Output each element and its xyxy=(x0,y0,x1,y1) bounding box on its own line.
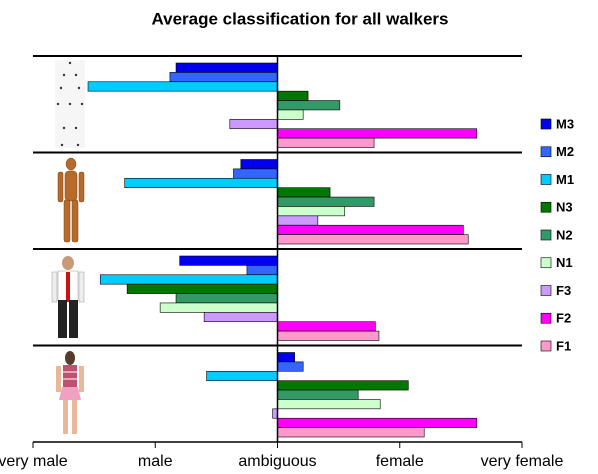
mannequin xyxy=(57,157,85,243)
legend-swatch xyxy=(540,257,552,269)
bar xyxy=(277,352,295,363)
x-tick-label: ambiguous xyxy=(238,453,316,470)
bar xyxy=(126,283,278,294)
legend-label: F1 xyxy=(556,338,571,353)
bar xyxy=(277,187,331,198)
bar xyxy=(277,137,375,148)
legend-swatch xyxy=(540,340,552,352)
bar xyxy=(277,90,309,101)
x-tick-label: male xyxy=(138,453,173,470)
bar xyxy=(233,168,278,179)
legend-label: F2 xyxy=(556,311,571,326)
bar xyxy=(240,159,278,170)
bar xyxy=(277,427,425,438)
bar xyxy=(124,177,278,188)
bar xyxy=(277,380,409,391)
legend-label: M2 xyxy=(556,144,574,159)
legend-swatch xyxy=(540,146,552,158)
legend-label: N3 xyxy=(556,200,573,215)
bar xyxy=(87,81,278,92)
chart-title: Average classification for all walkers xyxy=(151,9,448,28)
legend-swatch xyxy=(540,312,552,324)
bar xyxy=(277,206,346,217)
bar xyxy=(277,109,304,120)
bar xyxy=(277,361,304,372)
bar xyxy=(277,321,376,332)
legend-label: F3 xyxy=(556,283,571,298)
bar xyxy=(159,302,278,313)
bar xyxy=(203,312,278,323)
point-light-walker xyxy=(55,60,85,148)
legend-label: M1 xyxy=(556,172,574,187)
x-tick-label: very male xyxy=(0,453,68,470)
bar xyxy=(99,274,278,285)
x-tick-label: very female xyxy=(481,453,564,470)
bar xyxy=(277,215,319,226)
bar xyxy=(169,72,278,83)
male-avatar xyxy=(51,256,85,338)
bar xyxy=(246,265,278,276)
legend-label: N1 xyxy=(556,255,573,270)
bar xyxy=(277,196,375,207)
walker-icons xyxy=(51,60,85,434)
female-avatar xyxy=(56,351,84,434)
bar xyxy=(277,399,381,410)
bar xyxy=(175,293,278,304)
bar xyxy=(277,417,478,428)
legend-swatch xyxy=(540,201,552,213)
legend-label: M3 xyxy=(556,116,574,131)
bar xyxy=(206,370,278,381)
legend-swatch xyxy=(540,229,552,241)
bar xyxy=(277,224,464,235)
legend-swatch xyxy=(540,118,552,130)
bar xyxy=(277,330,380,341)
legend-label: N2 xyxy=(556,227,573,242)
x-tick-label: female xyxy=(376,453,424,470)
legend-swatch xyxy=(540,285,552,296)
legend-swatch xyxy=(540,174,552,185)
bar xyxy=(175,62,278,73)
bar xyxy=(277,389,359,400)
bar xyxy=(229,119,278,130)
bar xyxy=(277,234,469,245)
bar xyxy=(277,100,341,111)
bar xyxy=(277,128,478,139)
bar xyxy=(179,255,278,266)
